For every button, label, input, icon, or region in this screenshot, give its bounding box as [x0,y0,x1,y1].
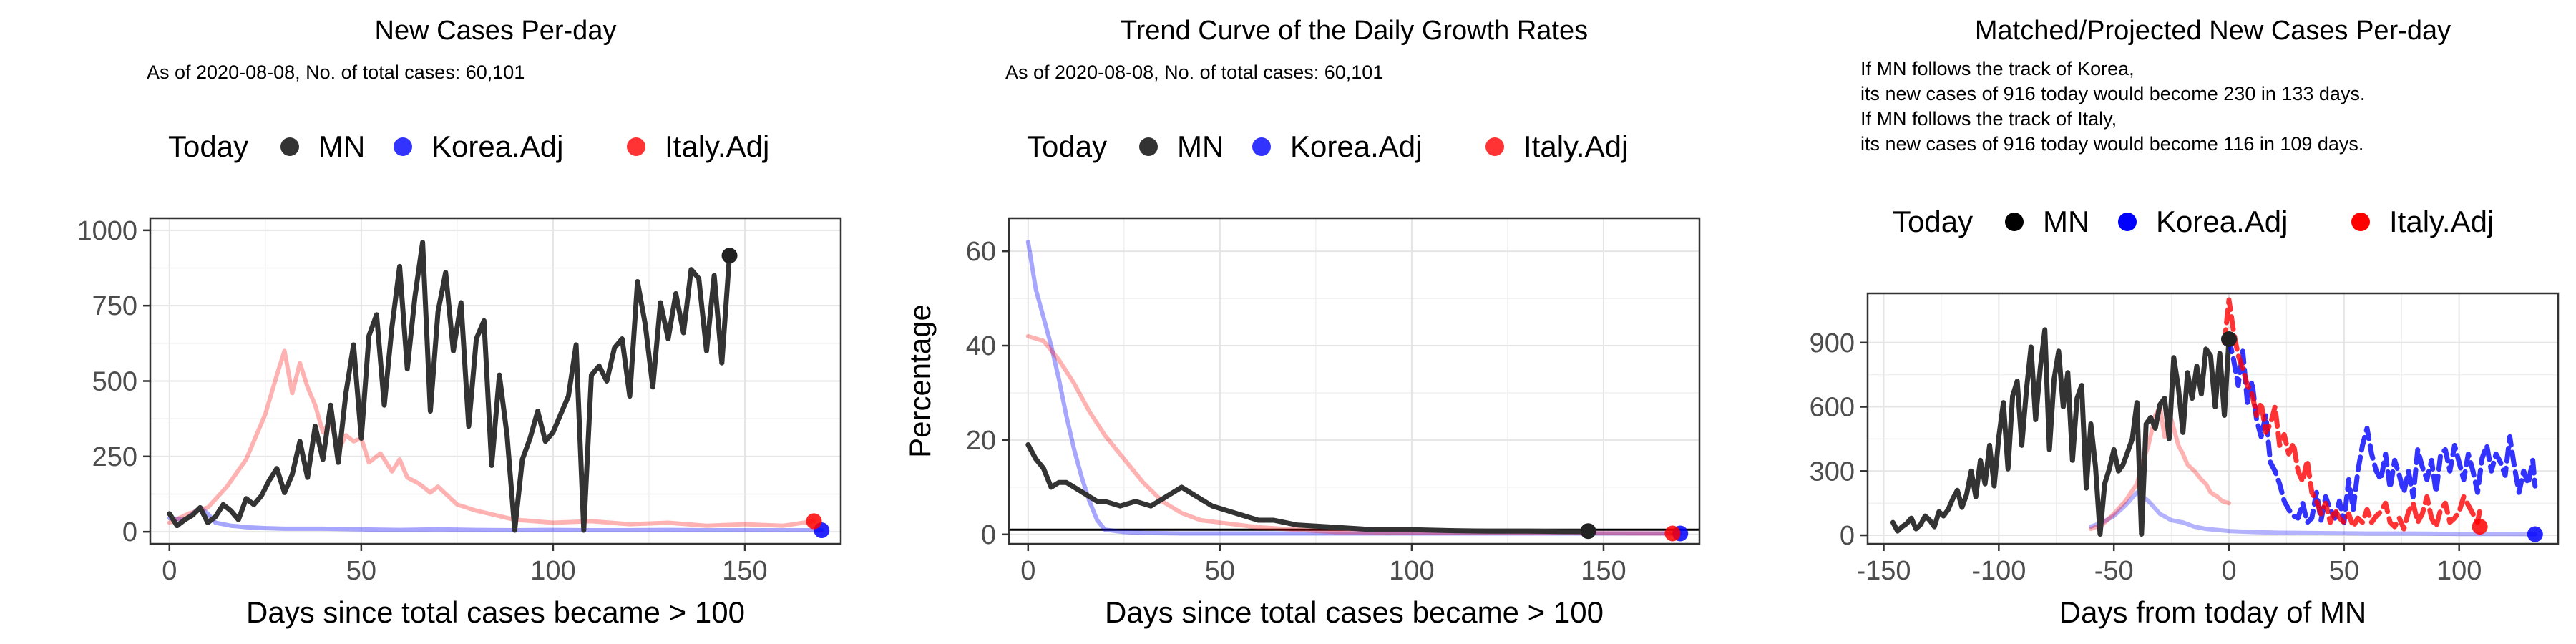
x-axis-title: Days from today of MN [2059,595,2366,629]
annotation-line: its new cases of 916 today would become … [1860,133,2363,155]
y-tick-label: 0 [1840,521,1855,551]
x-tick-label: 100 [1389,556,1434,586]
y-tick-label: 20 [966,426,996,456]
annotation-line: If MN follows the track of Korea, [1860,58,2135,79]
legend-label: MN [1177,130,1224,163]
chart-title: Matched/Projected New Cases Per-day [1975,16,2451,46]
x-tick-label: 100 [530,556,575,586]
y-tick-label: 0 [122,517,137,547]
legend: Today MN Korea.Adj Italy.Adj [1893,205,2494,238]
legend-title: Today [1893,205,1973,238]
chart-subtitle: As of 2020-08-08, No. of total cases: 60… [147,62,525,83]
legend-marker [280,137,299,156]
today-point [2527,526,2543,542]
legend-marker [1139,137,1158,156]
x-tick-label: 150 [1581,556,1626,586]
x-tick-label: 50 [2329,556,2359,586]
today-point [1580,523,1596,540]
today-point [2472,519,2488,535]
series-line-korea-adj [167,505,824,532]
annotation-line: its new cases of 916 today would become … [1860,83,2365,104]
series-line-korea-adj [2089,490,2537,537]
y-tick-label: 0 [981,520,996,550]
legend-marker [2005,213,2024,231]
legend-marker [2351,213,2370,231]
growth-rate-panel: Trend Curve of the Daily Growth Rates As … [903,16,1701,629]
chart-title: New Cases Per-day [375,16,617,46]
today-point [1664,525,1681,542]
legend-marker [2118,213,2137,231]
legend-title: Today [168,130,248,163]
today-point [721,248,738,264]
legend-label: Korea.Adj [1290,130,1422,163]
x-tick-label: -100 [1971,556,2026,586]
y-tick-label: 60 [966,237,996,267]
legend-label: Italy.Adj [2389,205,2494,238]
x-tick-label: 0 [2221,556,2236,586]
y-tick-label: 40 [966,331,996,361]
series-line-mn [1890,327,2232,537]
x-axis-title: Days since total cases became > 100 [246,595,745,629]
y-tick-label: 900 [1810,328,1855,358]
legend: Today MN Korea.Adj Italy.Adj [168,130,769,163]
y-tick-label: 600 [1810,393,1855,423]
series-line-mn [1025,442,1591,535]
new-cases-panel: New Cases Per-day As of 2020-08-08, No. o… [77,16,842,629]
series-line-korea-adj-projected [2226,336,2538,525]
grid [150,218,841,544]
legend-label: Korea.Adj [431,130,563,163]
y-tick-label: 500 [92,367,137,397]
legend-marker [1485,137,1504,156]
x-tick-label: 50 [346,556,376,586]
series-line-korea-adj [1025,240,1683,536]
y-tick-label: 1000 [77,216,137,246]
x-tick-label: 50 [1205,556,1235,586]
legend-marker [627,137,645,156]
x-tick-label: -150 [1856,556,1911,586]
x-tick-label: 0 [1020,556,1035,586]
series-line-italy-adj [1025,333,1675,536]
y-tick-label: 250 [92,442,137,472]
legend-label: Korea.Adj [2156,205,2288,238]
legend-label: MN [318,130,365,163]
legend-label: MN [2043,205,2089,238]
x-tick-label: -50 [2094,556,2134,586]
plot-area [1868,293,2558,544]
y-axis-title: Percentage [903,304,937,458]
legend-label: Italy.Adj [665,130,769,163]
plot-area [1009,218,1699,544]
annotation-line: If MN follows the track of Italy, [1860,108,2117,130]
axes: -150 -100 -50 0 50 100 0 300 600 900 Days from tod… [1810,328,2482,629]
today-point [2221,331,2238,348]
y-tick-label: 300 [1810,457,1855,487]
y-tick-label: 750 [92,291,137,321]
series-line-italy-adj-projected [2222,297,2483,532]
projected-cases-panel: Matched/Projected New Cases Per-day If MN… [1810,16,2560,629]
legend: Today MN Korea.Adj Italy.Adj [1027,130,1628,163]
chart-title: Trend Curve of the Daily Growth Rates [1121,16,1588,46]
legend-marker [394,137,412,156]
axes: 0 50 100 150 0 20 40 60 Days since total cases b… [903,237,1626,629]
legend-title: Today [1027,130,1107,163]
today-point [806,513,822,530]
series-line-mn [167,240,732,533]
plot-border [1866,292,2560,545]
x-axis-title: Days since total cases became > 100 [1105,595,1604,629]
x-tick-label: 100 [2436,556,2482,586]
legend-label: Italy.Adj [1523,130,1628,163]
legend-marker [1252,137,1271,156]
plot-border [1008,217,1701,545]
chart-subtitle: As of 2020-08-08, No. of total cases: 60… [1005,62,1383,83]
x-tick-label: 150 [722,556,767,586]
axes: 0 50 100 150 0 250 500 750 1000 Days since total … [77,216,767,629]
x-tick-label: 0 [162,556,177,586]
